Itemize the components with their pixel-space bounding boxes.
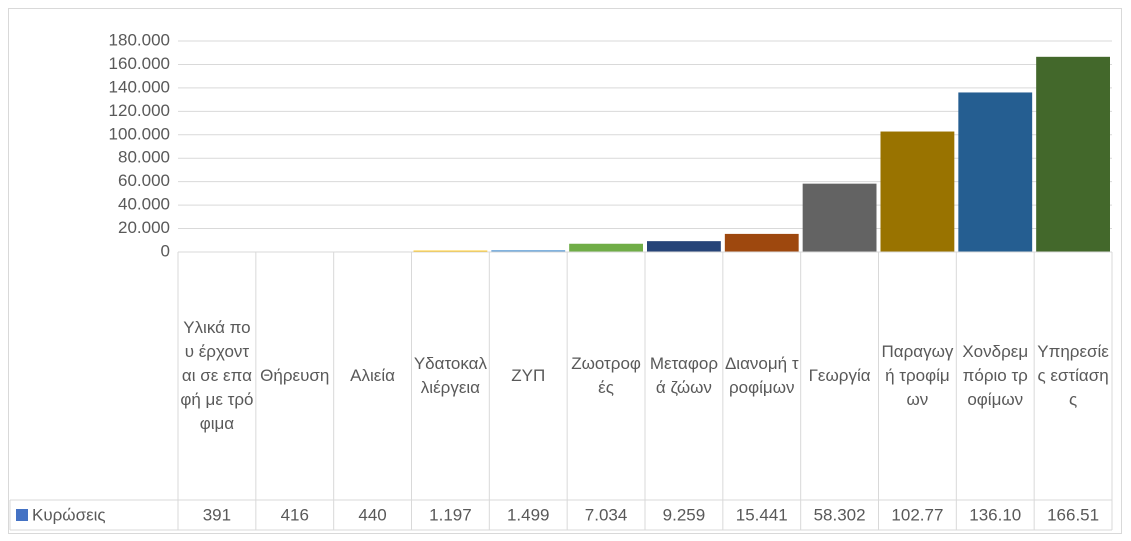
category-cell: Μεταφορά ζώων <box>649 354 719 397</box>
bar <box>413 250 488 252</box>
value-label: 416 <box>281 505 309 524</box>
category-cell: Αλιεία <box>350 366 395 385</box>
y-tick-label: 180.000 <box>109 30 170 49</box>
legend-key <box>16 509 28 521</box>
category-cell: Παραγωγή τροφίμων <box>881 342 954 409</box>
x-tick-label: Ζωοτροφές <box>571 354 641 397</box>
bar <box>880 131 955 252</box>
value-label: 440 <box>358 505 386 524</box>
y-tick-label: 120.000 <box>109 101 170 120</box>
category-cell: Υδατοκαλλιέργεια <box>413 354 487 397</box>
value-label: 15.441 <box>736 505 788 524</box>
value-label: 58.302 <box>814 505 866 524</box>
value-label: 136.10 <box>969 505 1021 524</box>
x-tick-label: Μεταφορά ζώων <box>649 354 719 397</box>
category-cell: ΖΥΠ <box>511 366 546 385</box>
value-label: 166.51 <box>1047 505 1099 524</box>
y-tick-label: 60.000 <box>118 171 170 190</box>
y-tick-label: 80.000 <box>118 148 170 167</box>
x-tick-label: Υλικά που έρχονται σε επαφή με τρόφιμα <box>180 318 254 433</box>
y-tick-label: 160.000 <box>109 54 170 73</box>
x-tick-label: Θήρευση <box>260 366 330 385</box>
value-label: 9.259 <box>663 505 706 524</box>
bar <box>1036 56 1110 252</box>
category-cell: Ζωοτροφές <box>571 354 641 397</box>
x-tick-label: Υδατοκαλλιέργεια <box>413 354 487 397</box>
x-tick-label: Γεωργία <box>808 366 871 385</box>
category-cell: Υλικά που έρχονται σε επαφή με τρόφιμα <box>180 318 254 433</box>
category-cell: Διανομή τροφίμων <box>724 354 799 397</box>
y-tick-label: 40.000 <box>118 195 170 214</box>
bar <box>491 250 566 252</box>
category-cell: Γεωργία <box>808 366 871 385</box>
bar <box>802 183 877 252</box>
x-tick-label: Αλιεία <box>350 366 395 385</box>
bar <box>569 243 643 252</box>
legend-label: Κυρώσεις <box>32 505 106 524</box>
bar <box>647 241 721 252</box>
x-tick-label: Διανομή τροφίμων <box>724 354 799 397</box>
x-tick-label: Παραγωγή τροφίμων <box>881 342 954 409</box>
x-tick-label: Υπηρεσίες εστίασης <box>1037 342 1109 409</box>
category-cell: Θήρευση <box>260 366 330 385</box>
y-tick-label: 100.000 <box>109 124 170 143</box>
category-cell: Χονδρεμπόριο τροφίμων <box>962 342 1029 409</box>
value-label: 391 <box>203 505 231 524</box>
value-label: 7.034 <box>585 505 628 524</box>
y-tick-label: 0 <box>161 241 170 260</box>
y-tick-label: 20.000 <box>118 218 170 237</box>
bar <box>958 92 1033 252</box>
category-cell: Υπηρεσίες εστίασης <box>1037 342 1109 409</box>
bar <box>724 233 799 252</box>
value-label: 1.499 <box>507 505 550 524</box>
value-label: 1.197 <box>429 505 472 524</box>
y-tick-label: 140.000 <box>109 77 170 96</box>
x-tick-label: Χονδρεμπόριο τροφίμων <box>962 342 1029 409</box>
chart-border <box>8 8 1122 534</box>
x-tick-label: ΖΥΠ <box>511 366 546 385</box>
value-label: 102.77 <box>891 505 943 524</box>
